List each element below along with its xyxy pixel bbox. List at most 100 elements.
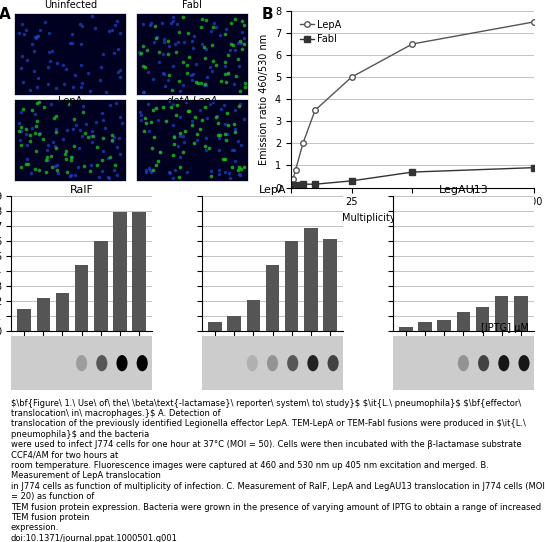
Point — [202, 44, 210, 53]
Point — [45, 48, 54, 56]
Point — [164, 50, 172, 59]
Bar — [208, 321, 222, 331]
Bar — [457, 312, 470, 331]
Point — [76, 39, 85, 48]
Point — [195, 106, 204, 114]
Point — [116, 66, 125, 74]
Point — [110, 49, 118, 57]
Point — [165, 41, 173, 50]
Point — [215, 165, 223, 174]
Point — [72, 120, 81, 129]
Point — [100, 124, 109, 132]
Point — [98, 167, 106, 176]
Point — [104, 153, 112, 162]
Bar — [514, 296, 528, 331]
Point — [190, 139, 199, 147]
Point — [26, 137, 34, 146]
Point — [47, 152, 56, 161]
Point — [231, 106, 239, 114]
Point — [108, 136, 117, 145]
Point — [15, 29, 23, 37]
Point — [71, 70, 80, 79]
Point — [51, 162, 60, 170]
Point — [17, 141, 26, 150]
Point — [164, 76, 173, 85]
Point — [78, 107, 87, 116]
Bar — [399, 327, 413, 331]
Point — [191, 78, 200, 87]
Point — [52, 58, 61, 67]
Point — [226, 46, 235, 54]
Point — [201, 15, 210, 24]
Point — [62, 154, 71, 163]
Point — [222, 129, 231, 138]
Bar — [495, 296, 508, 331]
Point — [44, 79, 52, 88]
Point — [139, 61, 148, 70]
Point — [44, 63, 52, 72]
Point — [179, 58, 187, 67]
Point — [239, 40, 248, 49]
Point — [28, 124, 37, 132]
Bar — [56, 293, 69, 331]
Point — [160, 38, 168, 47]
Point — [175, 163, 184, 171]
Point — [224, 121, 233, 130]
Point — [87, 138, 96, 146]
Point — [42, 168, 51, 177]
Point — [22, 125, 31, 133]
Point — [164, 168, 173, 177]
LepA — [348, 74, 355, 80]
Point — [59, 61, 68, 69]
Point — [32, 82, 41, 91]
Point — [176, 129, 185, 138]
Bar — [227, 317, 241, 331]
Point — [220, 168, 229, 177]
Point — [166, 19, 175, 28]
Line: FabI: FabI — [288, 165, 537, 188]
Point — [110, 133, 119, 141]
Point — [31, 129, 40, 138]
Point — [35, 25, 44, 34]
Point — [58, 134, 67, 143]
Text: $\bf{Figure\ 1.\ Use\ of\ the\ \beta\text{-lactamase}\ reporter\ system\ to\ stu: $\bf{Figure\ 1.\ Use\ of\ the\ \beta\tex… — [11, 399, 545, 542]
Ellipse shape — [458, 355, 469, 371]
Point — [184, 29, 192, 37]
Point — [172, 48, 180, 57]
Point — [77, 79, 86, 88]
Point — [197, 40, 206, 48]
Point — [207, 166, 216, 175]
Point — [23, 55, 32, 64]
Point — [184, 107, 192, 115]
Point — [207, 27, 215, 35]
Point — [43, 152, 51, 161]
Point — [183, 61, 191, 69]
Point — [149, 105, 158, 114]
Point — [47, 163, 56, 171]
Point — [23, 155, 32, 164]
Point — [240, 114, 249, 123]
Point — [136, 115, 145, 124]
Point — [111, 21, 119, 29]
Point — [201, 141, 209, 150]
Point — [115, 113, 124, 121]
Point — [188, 37, 197, 46]
Point — [35, 129, 44, 138]
Point — [178, 148, 187, 157]
Point — [27, 106, 36, 114]
Point — [228, 163, 237, 171]
Point — [201, 54, 210, 62]
Point — [32, 34, 41, 42]
Point — [183, 167, 192, 176]
Point — [214, 145, 223, 154]
Point — [49, 138, 57, 146]
Point — [44, 140, 53, 149]
Point — [116, 150, 124, 158]
FabI — [409, 169, 416, 175]
Bar — [323, 239, 337, 331]
Point — [217, 104, 226, 113]
Point — [229, 41, 238, 49]
Bar — [246, 300, 260, 331]
Ellipse shape — [137, 355, 148, 371]
Point — [141, 119, 150, 127]
